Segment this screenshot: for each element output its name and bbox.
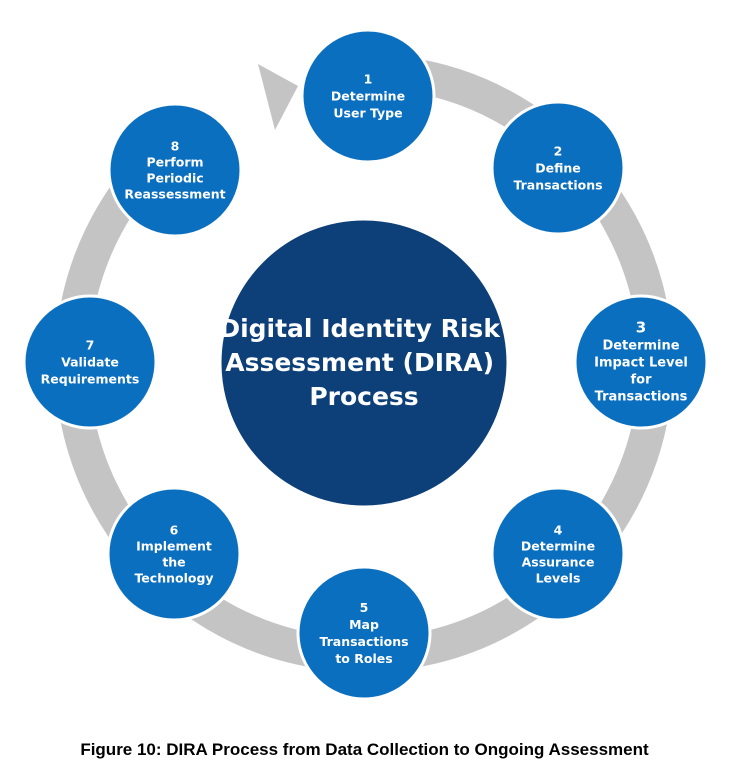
step-5-label-line-1: Map <box>349 617 379 632</box>
step-8-number: 8 <box>171 138 180 153</box>
step-8-label-line-3: Reassessment <box>124 186 225 201</box>
step-7-label: 7 Validate Requirements <box>41 337 140 386</box>
step-8-label-line-1: Perform <box>146 154 203 169</box>
step-8-circle <box>107 102 243 238</box>
step-2-number: 2 <box>554 143 563 158</box>
center-title-line-2: Assessment (DIRA) <box>225 348 494 377</box>
step-6-circle <box>106 486 242 622</box>
step-3-node: 3 Determine Impact Level for Transactions <box>573 294 709 430</box>
step-2-label-line-2: Transactions <box>513 177 602 192</box>
step-7-circle <box>22 294 158 430</box>
step-1-number: 1 <box>364 71 373 86</box>
step-6-label-line-3: Technology <box>134 570 213 585</box>
step-4-label-line-2: Assurance <box>522 554 595 569</box>
center-circle: Digital Identity Risk Assessment (DIRA) … <box>218 217 510 509</box>
step-3-circle <box>573 294 709 430</box>
step-7-label-line-1: Validate <box>61 354 119 369</box>
center-title-line-1: Digital Identity Risk <box>219 314 501 343</box>
step-8-label: 8 Perform Periodic Reassessment <box>124 138 225 201</box>
step-1-label: 1 Determine User Type <box>331 71 405 120</box>
step-6-label-line-1: Implement <box>136 538 212 553</box>
step-3-label: 3 Determine Impact Level for Transactions <box>594 319 688 405</box>
step-7-number: 7 <box>86 337 95 352</box>
step-3-label-line-2: Impact Level <box>594 356 688 371</box>
figure-caption: Figure 10: DIRA Process from Data Collec… <box>80 740 649 759</box>
step-5-label-line-3: to Roles <box>335 651 392 666</box>
step-5-label: 5 Map Transactions to Roles <box>319 600 408 666</box>
cycle-arrow-head <box>258 64 298 130</box>
step-8-label-line-2: Periodic <box>146 170 203 185</box>
step-2-circle <box>490 100 626 236</box>
step-4-node: 4 Determine Assurance Levels <box>490 486 626 622</box>
step-4-label-line-1: Determine <box>521 538 595 553</box>
step-2-label-line-1: Define <box>535 160 581 175</box>
step-2-node: 2 Define Transactions <box>490 100 626 236</box>
step-5-circle <box>296 565 432 701</box>
step-7-label-line-2: Requirements <box>41 371 140 386</box>
step-3-label-line-3: for <box>631 373 653 388</box>
step-1-circle <box>300 28 436 164</box>
step-8-node: 8 Perform Periodic Reassessment <box>107 102 243 238</box>
step-6-label-line-2: the <box>162 554 185 569</box>
step-6-label: 6 Implement the Technology <box>134 522 213 585</box>
step-1-label-line-2: User Type <box>333 105 402 120</box>
step-7-node: 7 Validate Requirements <box>22 294 158 430</box>
step-1-label-line-1: Determine <box>331 88 405 103</box>
step-4-label-line-3: Levels <box>536 570 581 585</box>
step-4-label: 4 Determine Assurance Levels <box>521 522 595 585</box>
step-1-node: 1 Determine User Type <box>300 28 436 164</box>
step-3-number: 3 <box>636 319 646 337</box>
step-5-node: 5 Map Transactions to Roles <box>296 565 432 701</box>
dira-process-diagram: Digital Identity Risk Assessment (DIRA) … <box>22 28 709 701</box>
step-4-circle <box>490 486 626 622</box>
step-4-number: 4 <box>554 522 563 537</box>
process-steps: 1 Determine User Type 2 Define Transactions 3 D… <box>22 28 709 701</box>
step-6-node: 6 Implement the Technology <box>106 486 242 622</box>
svg-text:Digital Identity Risk As: Digital Identity Risk Assessment (DIRA) … <box>219 314 508 411</box>
step-6-number: 6 <box>170 522 179 537</box>
step-3-label-line-4: Transactions <box>595 390 688 405</box>
center-title-line-3: Process <box>309 382 418 411</box>
step-5-number: 5 <box>360 600 369 615</box>
step-5-label-line-2: Transactions <box>319 634 408 649</box>
step-3-label-line-1: Determine <box>602 339 679 354</box>
step-2-label: 2 Define Transactions <box>513 143 602 192</box>
center-circle-shape <box>218 217 510 509</box>
